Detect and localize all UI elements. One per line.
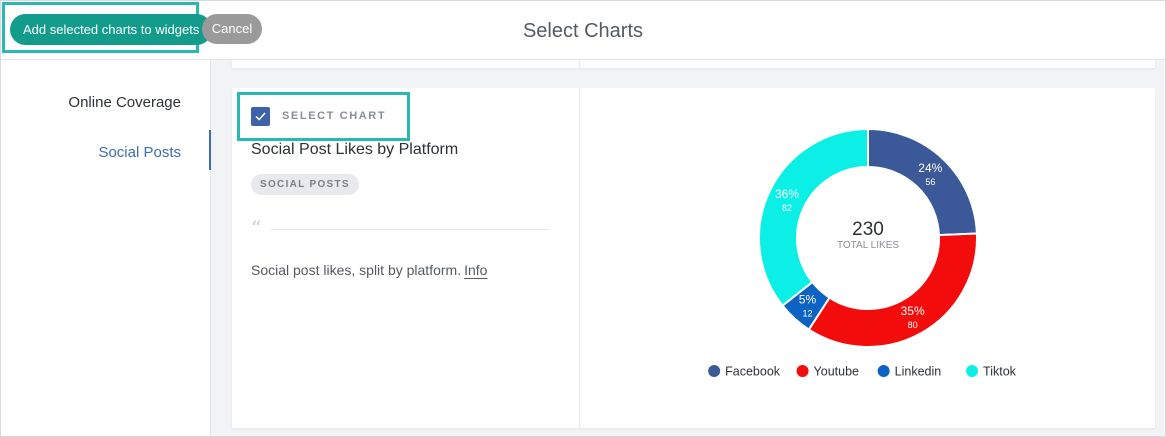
page-title: Select Charts [522,20,644,42]
quote-divider [271,229,549,230]
header-bar: Add selected charts to widgets Cancel Se… [1,1,1165,60]
slice-percent-label: 24% [918,161,942,175]
card-divider [579,88,580,428]
info-link[interactable]: Info [464,262,488,278]
legend-label-facebook[interactable]: Facebook [725,365,781,379]
select-chart-highlight [237,92,410,141]
slice-youtube[interactable] [807,232,978,348]
slice-facebook[interactable] [867,127,978,237]
quote-icon: “ [251,216,262,240]
legend-swatch-tiktok[interactable] [966,365,979,377]
chart-description: Social post likes, split by platform. Inf… [251,262,487,278]
select-chart-label[interactable]: SELECT CHART [282,110,387,122]
add-selected-charts-button[interactable]: Add selected charts to widgets [10,14,213,45]
legend-label-linkedin[interactable]: Linkedin [895,365,942,379]
slice-percent-label: 35% [901,304,925,318]
sidebar: Online Coverage Social Posts [1,60,211,436]
legend-swatch-linkedin[interactable] [877,365,890,377]
checkmark-icon [255,112,266,121]
slice-value-label: 82 [782,203,792,213]
slice-value-label: 56 [925,177,935,187]
legend-label-tiktok[interactable]: Tiktok [983,365,1017,379]
slice-percent-label: 36% [775,187,799,201]
category-tag: SOCIAL POSTS [251,174,359,195]
sidebar-item-social-posts[interactable]: Social Posts [98,144,181,161]
legend-label-youtube[interactable]: Youtube [814,365,859,379]
slice-tiktok[interactable] [758,127,869,308]
description-text: Social post likes, split by platform. [251,262,462,278]
slice-percent-label: 5% [799,293,817,307]
legend-swatch-facebook[interactable] [708,365,721,377]
select-chart-checkbox[interactable] [251,107,270,126]
center-total-value: 230 [852,219,884,240]
center-total-label: TOTAL LIKES [837,240,899,251]
sidebar-item-online-coverage[interactable]: Online Coverage [68,94,181,111]
legend-swatch-youtube[interactable] [796,365,809,377]
chart-title: Social Post Likes by Platform [251,141,459,158]
card-divider [579,60,580,68]
chart-card: SELECT CHART Social Post Likes by Platfo… [232,88,1155,428]
donut-chart: 24% 56 35% 80 5% 12 36% 82 230 TOTAL LIKES Face… [708,127,1017,379]
cancel-button[interactable]: Cancel [202,14,262,44]
slice-value-label: 80 [908,320,918,330]
previous-chart-card [232,60,1155,68]
sidebar-active-indicator [209,130,211,170]
slice-value-label: 12 [802,309,812,319]
